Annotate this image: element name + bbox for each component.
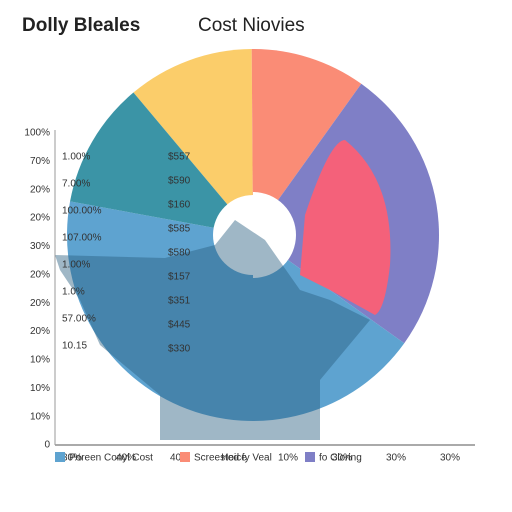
- slice: [67, 201, 405, 422]
- y-label: 70%: [30, 156, 50, 167]
- chart-subtitle: Cost Niovies: [198, 15, 305, 36]
- x-label: 30%: [386, 453, 406, 464]
- money-annotation: $160: [168, 200, 191, 211]
- money-annotation: $330: [168, 344, 191, 355]
- money-annotation: $585: [168, 224, 191, 235]
- left-annotation: 7.00%: [62, 179, 90, 190]
- y-label: 10%: [30, 383, 50, 394]
- y-label: 20%: [30, 269, 50, 280]
- legend-swatch: [55, 452, 65, 462]
- y-label: 0: [44, 440, 50, 451]
- y-label: 100%: [24, 128, 50, 139]
- left-annotation: 1.0%: [62, 287, 85, 298]
- legend-label: Screested fy Veal: [194, 453, 272, 464]
- y-label: 10%: [30, 411, 50, 422]
- y-label: 10%: [30, 355, 50, 366]
- left-annotation: 57.00%: [62, 314, 96, 325]
- money-annotation: $590: [168, 176, 191, 187]
- left-annotation: 107.00%: [62, 233, 102, 244]
- money-annotation: $351: [168, 296, 191, 307]
- x-label: 30%: [440, 453, 460, 464]
- hole-inner: [213, 195, 293, 275]
- money-annotation: $557: [168, 152, 191, 163]
- x-label: 10%: [278, 453, 298, 464]
- slice: [251, 49, 362, 235]
- x-label: 40%: [116, 453, 136, 464]
- x-label: 30%: [332, 453, 352, 464]
- left-annotation: 10.15: [62, 341, 87, 352]
- left-annotation: 1.00%: [62, 260, 90, 271]
- legend-swatch: [180, 452, 190, 462]
- legend-swatch: [305, 452, 315, 462]
- labels: 100% 70% 20% 20% 30% 20% 20% 20% 10% 10% 10% 0 30% 40…: [24, 128, 460, 464]
- legend-label: fo Cloring: [319, 453, 362, 464]
- left-annotation: 100.00%: [62, 206, 102, 217]
- money-annotation: $445: [168, 320, 191, 331]
- overlay-area: [55, 220, 370, 440]
- pie: [67, 49, 439, 422]
- chart-title: Dolly Bleales: [22, 15, 140, 36]
- y-label: 20%: [30, 326, 50, 337]
- slice: [70, 92, 253, 235]
- x-label: 30%: [62, 453, 82, 464]
- slice: [133, 49, 253, 235]
- x-label: Hoice: [221, 453, 247, 464]
- y-label: 20%: [30, 298, 50, 309]
- y-label: 20%: [30, 213, 50, 224]
- y-label: 20%: [30, 184, 50, 195]
- money-annotation: $580: [168, 248, 191, 259]
- inner-wedge: [300, 140, 391, 315]
- left-annotation: 1.00%: [62, 152, 90, 163]
- money-annotation: $157: [168, 272, 191, 283]
- legend-label: Poreen Conyl Cost: [69, 453, 153, 464]
- y-label: 30%: [30, 241, 50, 252]
